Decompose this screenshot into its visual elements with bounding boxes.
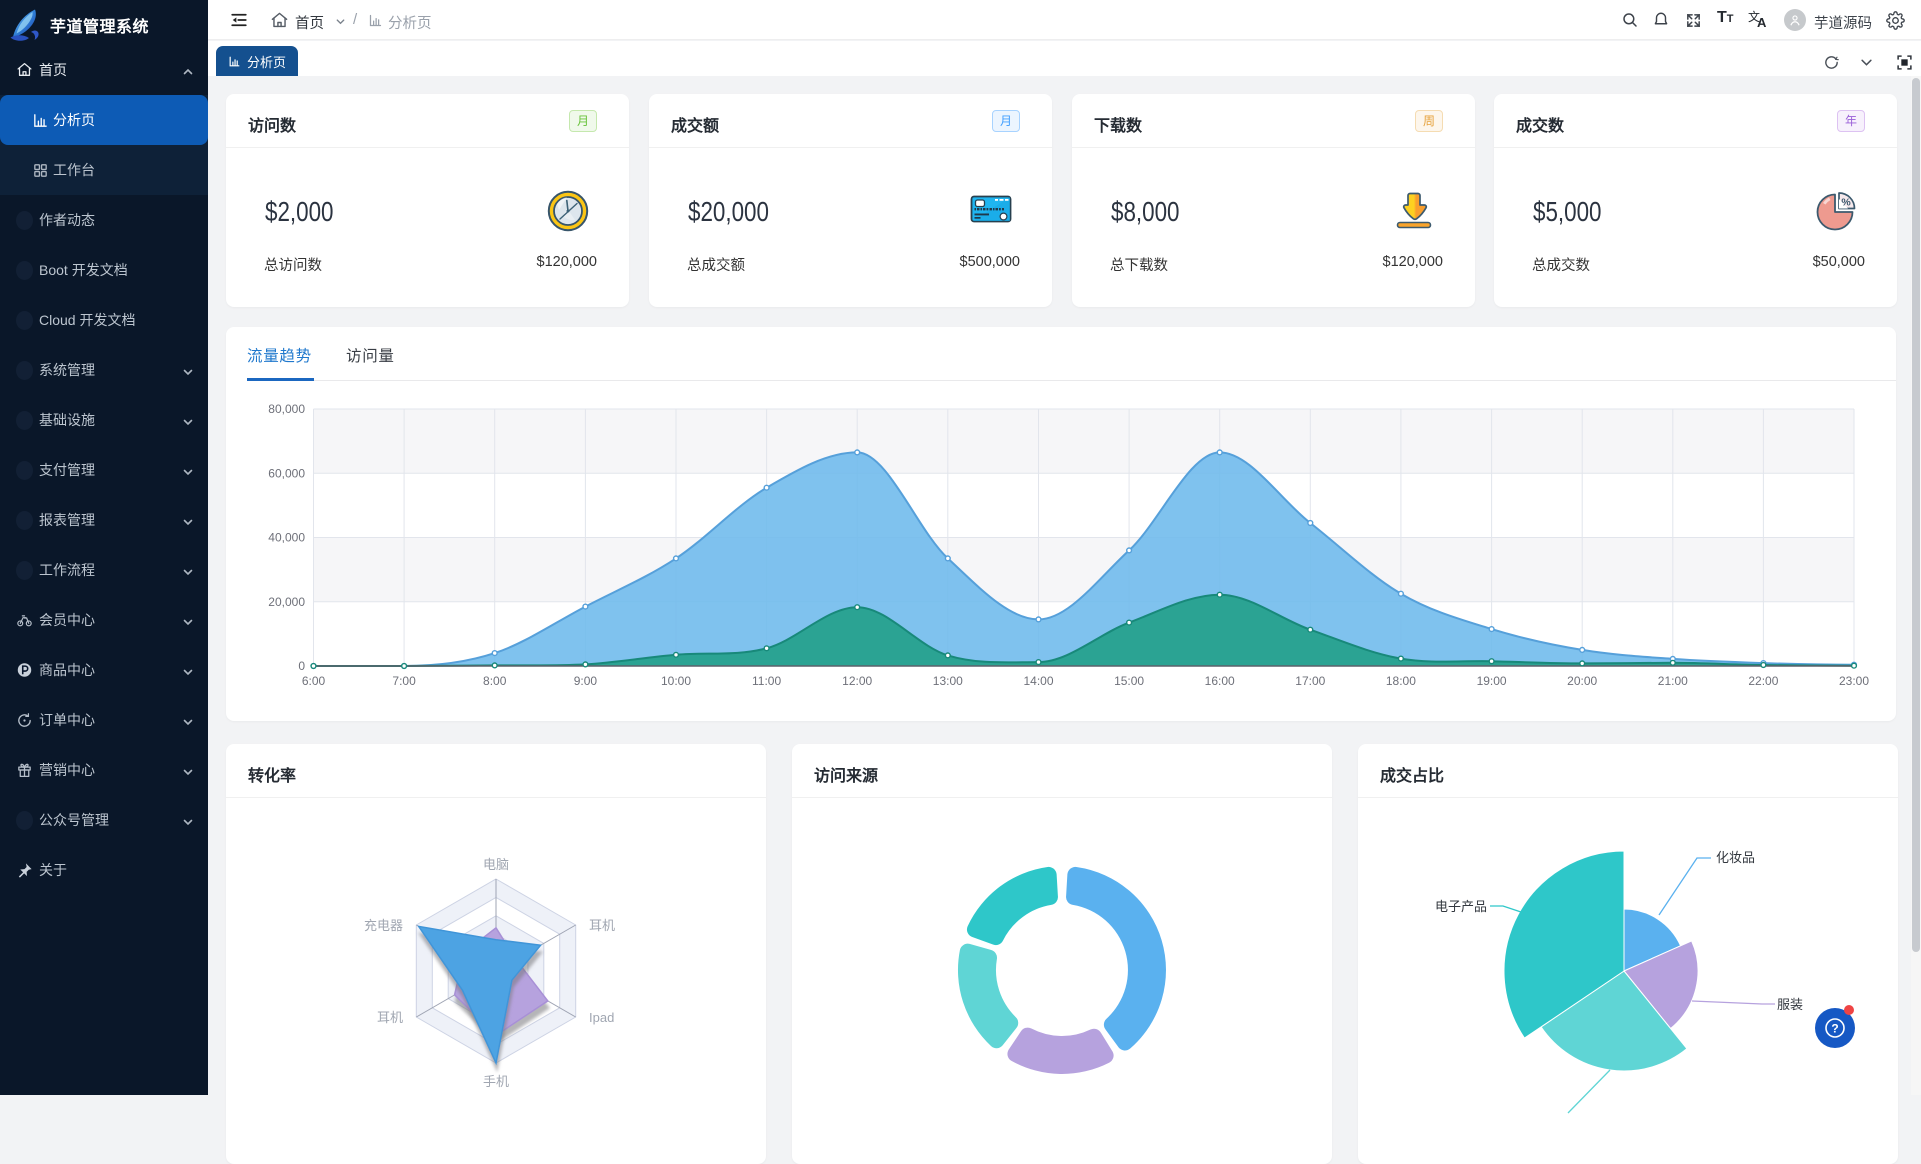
svg-text:60,000: 60,000 <box>268 466 305 480</box>
svg-text:电子产品: 电子产品 <box>1435 899 1487 914</box>
svg-text:21:00: 21:00 <box>1658 674 1688 688</box>
svg-text:20:00: 20:00 <box>1567 674 1597 688</box>
svg-text:12:00: 12:00 <box>842 674 872 688</box>
svg-text:11:00: 11:00 <box>752 674 781 688</box>
svg-text:23:00: 23:00 <box>1839 674 1869 688</box>
svg-text:22:00: 22:00 <box>1748 674 1778 688</box>
svg-text:8:00: 8:00 <box>483 674 507 688</box>
svg-text:15:00: 15:00 <box>1114 674 1144 688</box>
svg-text:13:00: 13:00 <box>933 674 963 688</box>
svg-text:19:00: 19:00 <box>1477 674 1507 688</box>
svg-text:电脑: 电脑 <box>483 857 509 872</box>
svg-text:80,000: 80,000 <box>268 402 305 416</box>
svg-text:化妆品: 化妆品 <box>1716 850 1755 865</box>
svg-text:40,000: 40,000 <box>268 531 305 545</box>
svg-text:Ipad: Ipad <box>589 1010 614 1025</box>
svg-text:7:00: 7:00 <box>392 674 416 688</box>
svg-text:?: ? <box>1831 1022 1838 1036</box>
svg-text:18:00: 18:00 <box>1386 674 1416 688</box>
svg-text:0: 0 <box>298 659 305 673</box>
svg-text:14:00: 14:00 <box>1023 674 1053 688</box>
svg-text:6:00: 6:00 <box>302 674 326 688</box>
svg-text:手机: 手机 <box>483 1074 509 1089</box>
svg-text:10:00: 10:00 <box>661 674 691 688</box>
svg-text:20,000: 20,000 <box>268 595 305 609</box>
svg-text:耳机: 耳机 <box>377 1010 403 1025</box>
svg-text:%: % <box>1841 197 1851 209</box>
svg-text:9:00: 9:00 <box>574 674 598 688</box>
svg-text:充电器: 充电器 <box>364 918 403 933</box>
svg-text:服装: 服装 <box>1777 997 1803 1012</box>
svg-text:16:00: 16:00 <box>1205 674 1235 688</box>
svg-text:17:00: 17:00 <box>1295 674 1325 688</box>
svg-text:耳机: 耳机 <box>589 918 615 933</box>
